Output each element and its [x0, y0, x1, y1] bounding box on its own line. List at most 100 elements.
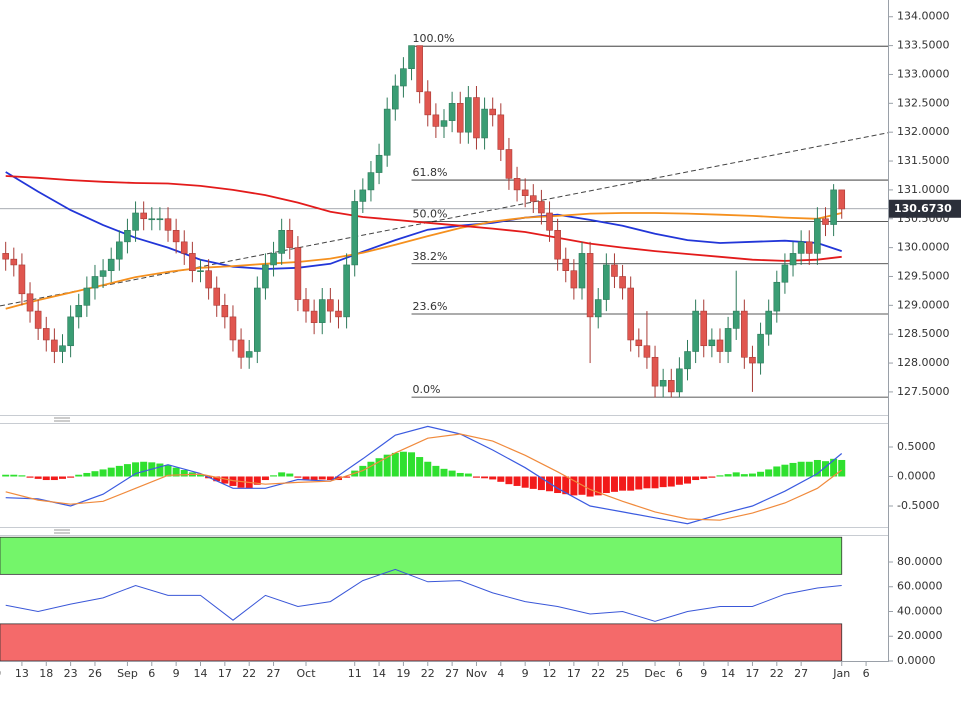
candle-body — [164, 218, 172, 231]
plot-area — [2, 425, 846, 525]
candle-body — [245, 351, 253, 358]
x-tick-label: Sep — [117, 667, 138, 680]
candle-body — [814, 218, 821, 254]
resize-handle[interactable] — [54, 529, 70, 534]
histogram-bar — [562, 476, 570, 495]
candle-body — [546, 212, 553, 231]
candle-body — [627, 287, 634, 341]
histogram-bar — [740, 474, 748, 477]
histogram-bar — [50, 476, 58, 481]
candle-body — [465, 97, 472, 133]
candle-body — [367, 172, 375, 191]
x-tick-label: 17 — [745, 667, 759, 680]
candle-body — [578, 253, 586, 289]
last-price-label: 130.6730 — [894, 202, 952, 215]
candle-body — [391, 85, 399, 110]
candle-body — [221, 305, 229, 318]
candle-body — [586, 253, 594, 318]
histogram-bar — [602, 476, 610, 494]
candle-body — [603, 264, 610, 300]
candle-body — [310, 310, 318, 323]
candle-body — [327, 299, 334, 312]
y-tick-label: 130.0000 — [897, 241, 950, 254]
candle-body — [278, 229, 285, 254]
histogram-bar — [140, 461, 148, 477]
candle-body — [538, 201, 545, 214]
histogram-bar — [448, 470, 456, 477]
plot-area: 100.0% 61.8% 50.0% 38.2% 23.6% 0.0% — [0, 32, 888, 398]
histogram-bar — [318, 476, 326, 480]
candle-body — [594, 299, 602, 318]
y-tick-label: 0.0000 — [897, 470, 936, 483]
candle-body — [270, 253, 277, 266]
histogram-bar — [481, 476, 489, 479]
y-tick-label: 127.5000 — [897, 385, 950, 398]
candle-body — [741, 310, 748, 358]
histogram-bar — [424, 461, 432, 477]
oversold-zone — [0, 623, 843, 661]
candle-body — [189, 253, 196, 272]
candle-body — [197, 270, 204, 273]
y-tick-label: 128.5000 — [897, 327, 950, 340]
x-tick-label: 19 — [396, 667, 410, 680]
histogram-bar — [789, 462, 797, 477]
y-tick-label: 131.5000 — [897, 154, 950, 167]
x-tick-label: 9 — [700, 667, 707, 680]
x-tick-label: 17 — [218, 667, 232, 680]
histogram-bar — [489, 476, 497, 480]
candle-body — [383, 108, 391, 156]
histogram-bar — [180, 470, 188, 477]
candle-body — [765, 310, 772, 335]
candle-body — [619, 276, 626, 289]
candle-body — [343, 264, 350, 318]
candle-body — [684, 351, 691, 370]
candle-body — [375, 154, 383, 173]
histogram-bar — [270, 475, 278, 477]
resize-handle[interactable] — [54, 417, 70, 422]
candle-body — [749, 356, 756, 364]
histogram-bar — [399, 451, 407, 477]
candle-body — [294, 247, 302, 300]
histogram-bar — [213, 476, 221, 482]
histogram-bar — [172, 467, 180, 477]
histogram-bar — [294, 476, 302, 478]
x-tick-label: 11 — [348, 667, 362, 680]
histogram-bar — [781, 464, 789, 477]
candle-body — [611, 264, 618, 277]
candle-body — [148, 218, 156, 221]
x-tick-label: 6 — [863, 667, 870, 680]
y-tick-label: 132.0000 — [897, 125, 950, 138]
candle-body — [676, 368, 683, 393]
candle-body — [91, 276, 99, 289]
x-tick-label: 14 — [372, 667, 386, 680]
histogram-bar — [667, 476, 675, 487]
histogram-bar — [253, 476, 261, 485]
candle-body — [107, 258, 115, 272]
histogram-bar — [115, 465, 123, 477]
fib-label: 50.0% — [413, 208, 448, 221]
histogram-bar — [391, 452, 399, 477]
histogram-bar — [773, 466, 781, 477]
fib-label: 23.6% — [413, 300, 448, 313]
histogram-bar — [367, 461, 375, 477]
histogram-bar — [529, 476, 537, 489]
candle-body — [318, 299, 326, 323]
histogram-bar — [821, 461, 829, 477]
candle-body — [83, 287, 91, 306]
histogram-bar — [383, 454, 391, 477]
histogram-bar — [2, 474, 10, 477]
indicator-line — [5, 175, 842, 262]
histogram-bar — [34, 476, 42, 479]
x-tick-label: 22 — [421, 667, 435, 680]
candle-body — [99, 270, 107, 277]
histogram-bar — [99, 469, 107, 477]
fib-label: 0.0% — [413, 383, 441, 396]
fib-label: 100.0% — [413, 32, 455, 45]
x-tick-label: 27 — [794, 667, 808, 680]
histogram-bar — [765, 469, 773, 477]
histogram-bar — [464, 473, 472, 477]
x-tick-label: Oct — [296, 667, 316, 680]
y-tick-label: 133.5000 — [897, 39, 950, 52]
candle-body — [529, 195, 537, 202]
